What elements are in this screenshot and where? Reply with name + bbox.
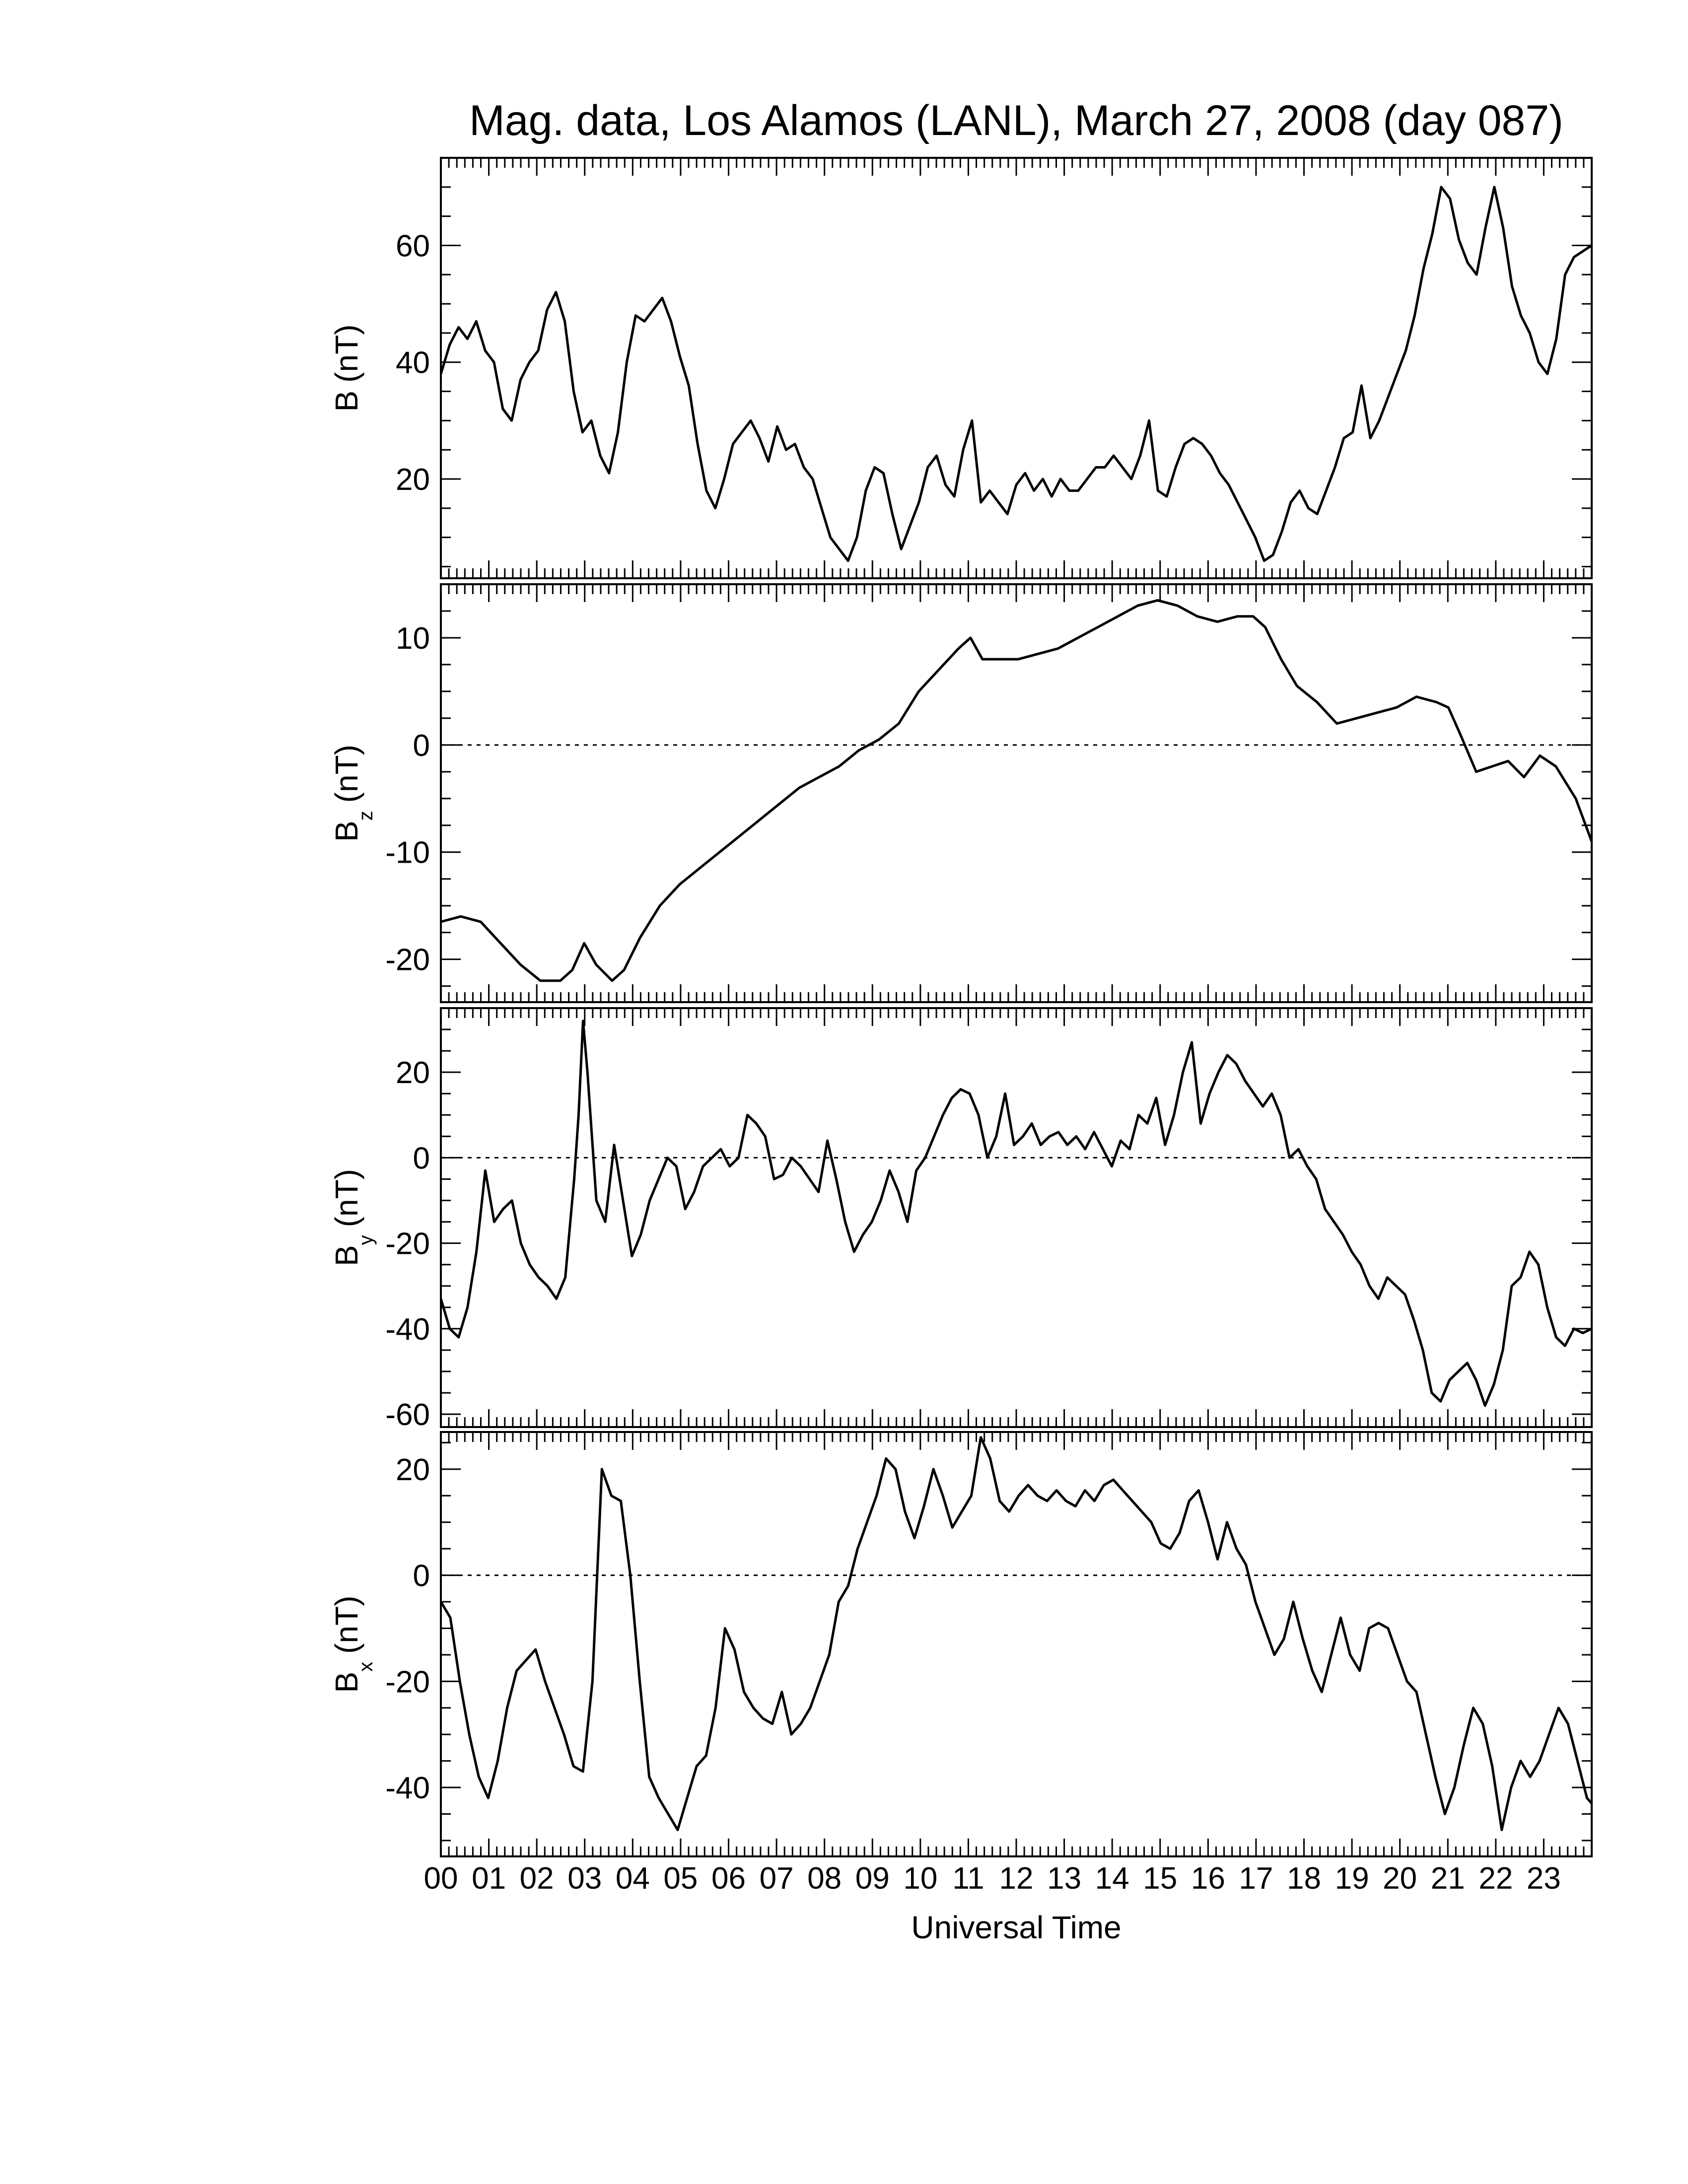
x-tick-label: 13 <box>1047 1861 1081 1896</box>
panel-By: -60 -40 -20 0 20 By (nT) <box>329 1007 1593 1432</box>
y-ticks: -20 -10 0 10 <box>385 583 1592 987</box>
x-tick-label: 07 <box>760 1861 794 1896</box>
series-line-Bz <box>440 599 1593 982</box>
x-tick-label: 16 <box>1191 1861 1225 1896</box>
x-tick-label: 20 <box>1383 1861 1417 1896</box>
x-tick-label: 21 <box>1431 1861 1465 1896</box>
y-axis-label-unit: (nT) <box>329 1596 364 1654</box>
y-tick-label: 10 <box>396 621 430 656</box>
y-axis-label-main: B <box>329 1245 364 1266</box>
y-tick-label: -60 <box>385 1398 430 1432</box>
x-tick-label: 10 <box>903 1861 937 1896</box>
y-axis-label-main: B <box>329 391 364 412</box>
y-tick-label: -20 <box>385 1665 430 1699</box>
panel-Bx: -40 -20 0 20 Bx (nT) <box>329 1431 1593 1857</box>
y-tick-label: -40 <box>385 1312 430 1347</box>
y-axis-label-main: B <box>329 820 364 842</box>
y-axis-label: B (nT) <box>329 325 364 412</box>
series-line-Bx <box>439 1436 1593 1832</box>
panels-group: 20 40 60 B (nT) -20 -10 0 10 Bz (nT) -60 -40 -20 0 20 By… <box>329 157 1593 1857</box>
y-tick-label: -40 <box>385 1771 430 1805</box>
series-line-B <box>439 186 1593 562</box>
y-ticks: 20 40 60 <box>396 157 1592 567</box>
y-axis-label-main: B <box>329 1672 364 1693</box>
x-tick-label: 12 <box>999 1861 1034 1896</box>
x-minor-ticks <box>440 1008 1593 1427</box>
x-minor-ticks <box>440 1432 1593 1856</box>
y-tick-label: 20 <box>396 463 430 497</box>
x-tick-label: 01 <box>472 1861 506 1896</box>
y-axis-label-unit: (nT) <box>329 745 364 803</box>
y-axis-label: Bx (nT) <box>329 1596 377 1693</box>
y-axis-label-unit: (nT) <box>329 1169 364 1227</box>
y-axis-label-unit: (nT) <box>329 325 364 383</box>
x-axis-label: Universal Time <box>911 1910 1121 1945</box>
x-tick-label: 15 <box>1143 1861 1177 1896</box>
y-tick-label: -20 <box>385 1227 430 1261</box>
x-tick-label: 17 <box>1239 1861 1273 1896</box>
x-tick-label: 08 <box>807 1861 842 1896</box>
x-tick-label: 00 <box>424 1861 458 1896</box>
y-axis-label: Bz (nT) <box>329 745 377 842</box>
y-tick-label: -10 <box>385 836 430 870</box>
x-minor-ticks <box>440 584 1593 1002</box>
panel-B: 20 40 60 B (nT) <box>329 157 1593 579</box>
x-tick-label: 02 <box>520 1861 554 1896</box>
x-minor-ticks <box>440 158 1593 578</box>
x-tick-labels: 00 01 02 03 04 05 06 07 08 09 10 11 12 13 14 15 16 17 18 19… <box>424 1861 1561 1896</box>
chart-title: Mag. data, Los Alamos (LANL), March 27, … <box>469 97 1563 144</box>
y-axis-label: By (nT) <box>329 1169 377 1266</box>
x-tick-label: 09 <box>855 1861 890 1896</box>
y-tick-label: 0 <box>413 1559 430 1593</box>
x-tick-label: 05 <box>663 1861 698 1896</box>
y-tick-label: 0 <box>413 1141 430 1175</box>
x-tick-label: 18 <box>1287 1861 1321 1896</box>
y-tick-label: -20 <box>385 943 430 977</box>
x-tick-label: 04 <box>616 1861 650 1896</box>
y-ticks: -40 -20 0 20 <box>385 1441 1592 1842</box>
x-tick-label: 06 <box>711 1861 746 1896</box>
x-tick-label: 22 <box>1478 1861 1513 1896</box>
y-axis-label-sub: y <box>355 1235 377 1245</box>
y-axis-label-sub: z <box>355 811 377 820</box>
y-tick-label: 20 <box>396 1453 430 1487</box>
y-tick-label: 20 <box>396 1056 430 1090</box>
x-tick-label: 19 <box>1335 1861 1369 1896</box>
series-line-By <box>439 1020 1593 1407</box>
x-tick-label: 14 <box>1095 1861 1129 1896</box>
x-tick-label: 11 <box>952 1861 984 1896</box>
y-tick-label: 60 <box>396 229 430 263</box>
x-tick-label: 03 <box>567 1861 602 1896</box>
y-ticks: -60 -40 -20 0 20 <box>385 1007 1592 1432</box>
y-axis-label-sub: x <box>355 1662 377 1672</box>
panel-Bz: -20 -10 0 10 Bz (nT) <box>329 583 1593 1003</box>
y-tick-label: 40 <box>396 346 430 380</box>
y-tick-label: 0 <box>413 729 430 763</box>
x-tick-label: 23 <box>1527 1861 1561 1896</box>
